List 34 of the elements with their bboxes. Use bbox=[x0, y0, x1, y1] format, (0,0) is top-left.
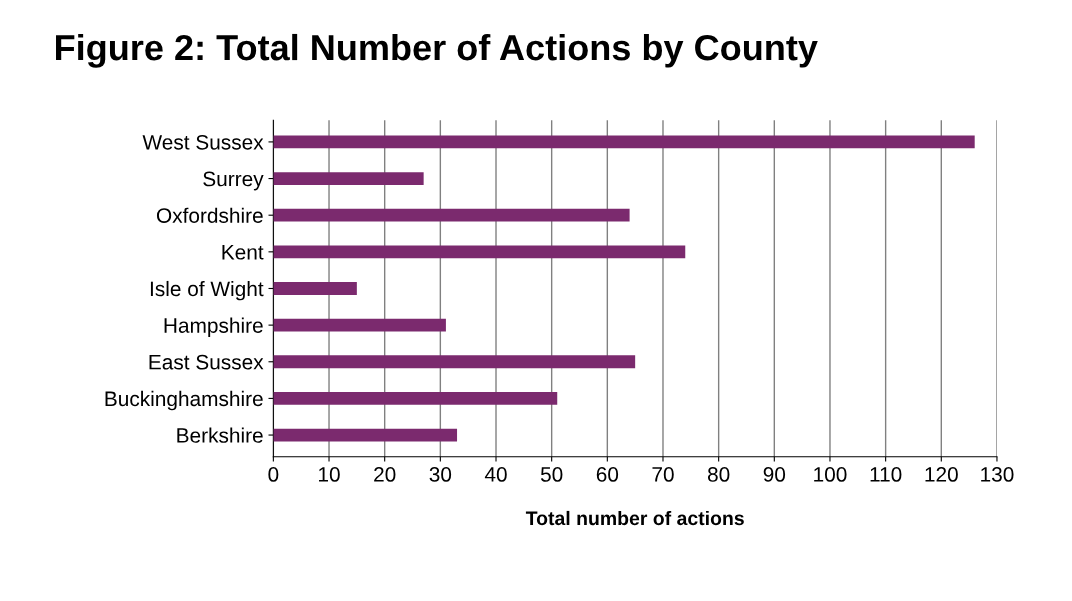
x-tick-label: 130 bbox=[981, 467, 1014, 482]
y-tick-label: Hampshire bbox=[164, 317, 263, 337]
bar bbox=[273, 135, 975, 149]
y-tick-label: Isle of Wight bbox=[150, 280, 264, 301]
bar bbox=[273, 172, 424, 185]
bar bbox=[273, 245, 686, 259]
bar bbox=[273, 208, 630, 222]
x-tick-label: 120 bbox=[925, 467, 958, 482]
bar bbox=[273, 318, 446, 332]
y-tick-label: Oxfordshire bbox=[156, 207, 263, 223]
y-tick-label: West Sussex bbox=[142, 134, 264, 150]
x-tick-label: 30 bbox=[429, 467, 452, 482]
x-tick-label: 60 bbox=[596, 467, 619, 482]
y-tick-label: Surrey bbox=[203, 171, 264, 191]
x-tick-label: 10 bbox=[319, 467, 340, 482]
x-tick-label: 110 bbox=[870, 467, 902, 482]
y-tick-label: East Sussex bbox=[149, 354, 264, 370]
x-axis-title: Total number of actions bbox=[525, 510, 744, 526]
bar bbox=[273, 391, 558, 405]
x-tick-label: 40 bbox=[484, 467, 507, 482]
chart-title: Figure 2: Total Number of Actions by County bbox=[56, 33, 818, 68]
x-tick-label: 70 bbox=[652, 467, 674, 482]
y-tick-label: Berkshire bbox=[177, 427, 263, 443]
y-tick-label: Kent bbox=[222, 245, 264, 260]
x-tick-label: 100 bbox=[814, 467, 847, 482]
bar bbox=[273, 282, 357, 295]
x-tick-label: 20 bbox=[374, 467, 396, 482]
x-tick-label: 90 bbox=[763, 467, 786, 482]
y-tick-label: Buckinghamshire bbox=[105, 390, 263, 411]
bar bbox=[273, 428, 458, 442]
x-tick-label: 80 bbox=[707, 467, 730, 482]
x-tick-label: 0 bbox=[268, 467, 279, 482]
bar bbox=[273, 355, 636, 369]
x-tick-label: 50 bbox=[540, 467, 563, 482]
